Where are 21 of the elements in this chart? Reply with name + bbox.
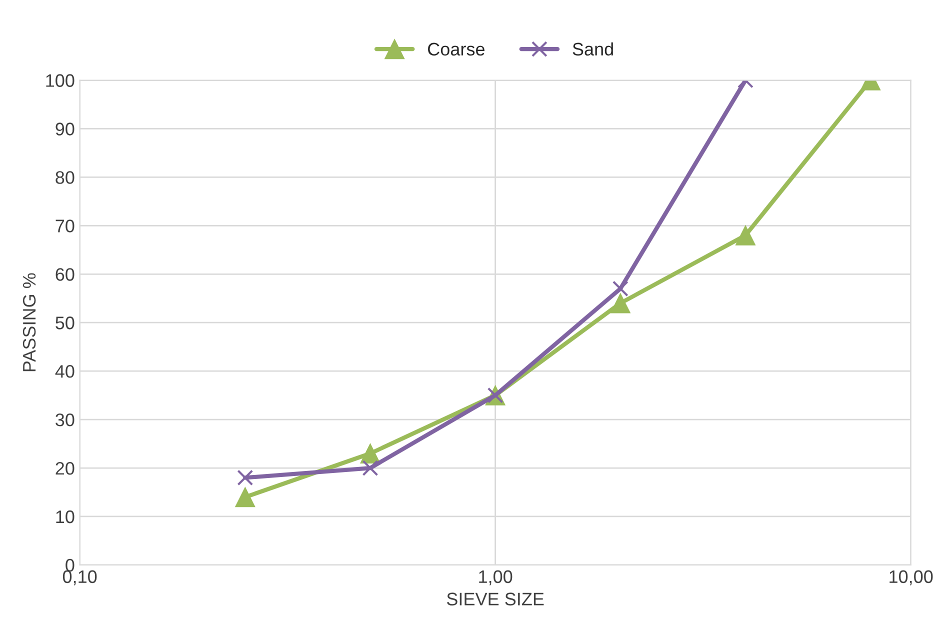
x-axis-title: SIEVE SIZE [446, 592, 544, 606]
x-tick-label: 0,10 [62, 570, 97, 586]
y-tick-label: 80 [56, 171, 74, 184]
point [237, 470, 254, 486]
y-tick-label: 100 [46, 74, 74, 87]
point [235, 487, 256, 508]
legend-label: Sand [572, 42, 613, 56]
x-tick-label: 10,00 [890, 570, 933, 586]
y-tick-label: 70 [56, 220, 74, 232]
legend-label: Coarse [428, 42, 484, 56]
y-tick-label: 50 [56, 316, 74, 330]
y-tick-label: 0 [66, 558, 74, 572]
point [362, 460, 378, 476]
y-tick-label: 10 [56, 510, 74, 524]
y-tick-label: 40 [55, 365, 74, 378]
x-tick-label: 1,00 [479, 570, 512, 586]
y-tick-label: 20 [56, 462, 74, 475]
y-tick-label: 90 [56, 122, 74, 136]
y-tick-label: 60 [56, 268, 74, 281]
y-axis-title: PASSING % [22, 273, 36, 372]
y-tick-label: 30 [56, 413, 74, 426]
